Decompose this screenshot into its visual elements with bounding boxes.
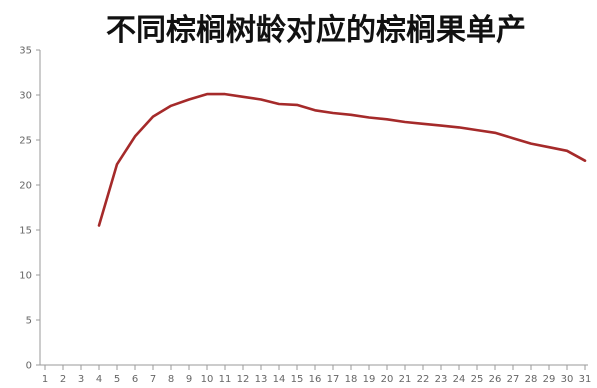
x-tick-label: 22 xyxy=(417,374,430,385)
x-tick-label: 26 xyxy=(489,374,502,385)
x-tick-label: 20 xyxy=(381,374,394,385)
x-tick-label: 2 xyxy=(60,374,66,385)
x-tick-label: 31 xyxy=(579,374,592,385)
x-tick-label: 27 xyxy=(507,374,520,385)
x-tick-label: 30 xyxy=(561,374,574,385)
x-tick-label: 1 xyxy=(42,374,48,385)
x-tick-label: 11 xyxy=(219,374,232,385)
x-tick-label: 17 xyxy=(327,374,340,385)
x-tick-label: 18 xyxy=(345,374,358,385)
y-axis-ticks: 0 5 10 15 20 25 30 35 xyxy=(19,46,40,372)
y-tick-label: 0 xyxy=(26,361,32,372)
x-tick-label: 28 xyxy=(525,374,538,385)
x-tick-label: 9 xyxy=(186,374,192,385)
y-tick-label: 35 xyxy=(19,46,32,57)
x-tick-label: 13 xyxy=(255,374,268,385)
x-tick-label: 3 xyxy=(78,374,84,385)
x-tick-label: 29 xyxy=(543,374,556,385)
x-tick-label: 5 xyxy=(114,374,120,385)
x-tick-label: 15 xyxy=(291,374,304,385)
series-line xyxy=(97,92,587,227)
x-tick-label: 21 xyxy=(399,374,412,385)
x-tick-label: 23 xyxy=(435,374,448,385)
y-tick-label: 20 xyxy=(19,181,32,192)
x-tick-label: 7 xyxy=(150,374,156,385)
x-tick-label: 10 xyxy=(201,374,214,385)
x-tick-label: 25 xyxy=(471,374,484,385)
x-tick-label: 24 xyxy=(453,374,466,385)
x-axis-ticks: 1 2 3 4 5 6 7 8 9 10 11 12 13 14 15 16 17 18 19 20 21 22 23 24 2… xyxy=(42,365,592,385)
y-tick-label: 15 xyxy=(19,226,32,237)
x-tick-label: 12 xyxy=(237,374,250,385)
x-tick-label: 8 xyxy=(168,374,174,385)
x-tick-label: 14 xyxy=(273,374,286,385)
x-tick-label: 19 xyxy=(363,374,376,385)
chart-title: 不同棕榈树龄对应的棕榈果单产 xyxy=(106,13,526,48)
x-tick-label: 4 xyxy=(96,374,102,385)
y-tick-label: 10 xyxy=(19,271,32,282)
x-tick-label: 16 xyxy=(309,374,322,385)
y-tick-label: 25 xyxy=(19,136,32,147)
y-tick-label: 30 xyxy=(19,91,32,102)
x-tick-label: 6 xyxy=(132,374,138,385)
y-tick-label: 5 xyxy=(26,316,32,327)
